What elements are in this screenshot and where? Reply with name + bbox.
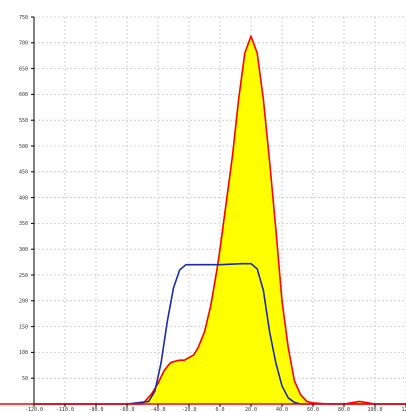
x-tick-label: -40.0	[150, 407, 165, 412]
x-tick-label: -60.0	[119, 407, 134, 412]
y-tick-label: 600	[19, 92, 28, 98]
x-tick-label: 0.0	[215, 407, 224, 412]
y-tick-label: 650	[19, 66, 28, 72]
y-tick-label: 250	[19, 273, 28, 279]
y-tick-label: 50	[22, 376, 28, 382]
y-tick-label: 350	[19, 221, 28, 227]
y-tick-label: 750	[19, 15, 28, 21]
x-tick-label: -110.0	[56, 407, 74, 412]
series-fills	[34, 36, 406, 405]
x-tick-label: 80.0	[338, 407, 350, 412]
x-tick-label: -80.0	[88, 407, 103, 412]
x-tick-label: -20.0	[181, 407, 196, 412]
y-tick-label: 700	[19, 41, 28, 47]
y-tick-label: 500	[19, 144, 28, 150]
x-tick-label: 60.0	[307, 407, 319, 412]
y-tick-label: 300	[19, 247, 28, 253]
x-tick-label: 40.0	[276, 407, 288, 412]
y-tick-label: 400	[19, 195, 28, 201]
x-tick-label: 100.0	[367, 407, 382, 412]
y-tick-label: 100	[19, 350, 28, 356]
x-tick-label: 20.0	[245, 407, 257, 412]
series-1-area	[34, 36, 406, 405]
y-tick-label: 200	[19, 299, 28, 305]
y-tick-label: 150	[19, 324, 28, 330]
y-axis-ticks: 50 100 150 200 250 300 350 400 450 500 550 600 650 70…	[19, 15, 34, 382]
y-tick-label: 550	[19, 118, 28, 124]
series-1-line	[34, 35, 406, 405]
x-tick-label: 120	[401, 407, 406, 412]
y-tick-label: 450	[19, 170, 28, 176]
x-tick-label: -120.0	[25, 407, 43, 412]
x-axis-ticks: -120.0 -110.0 -80.0 -60.0 -40.0 -20.0 0.0 20.0 4…	[25, 404, 406, 412]
